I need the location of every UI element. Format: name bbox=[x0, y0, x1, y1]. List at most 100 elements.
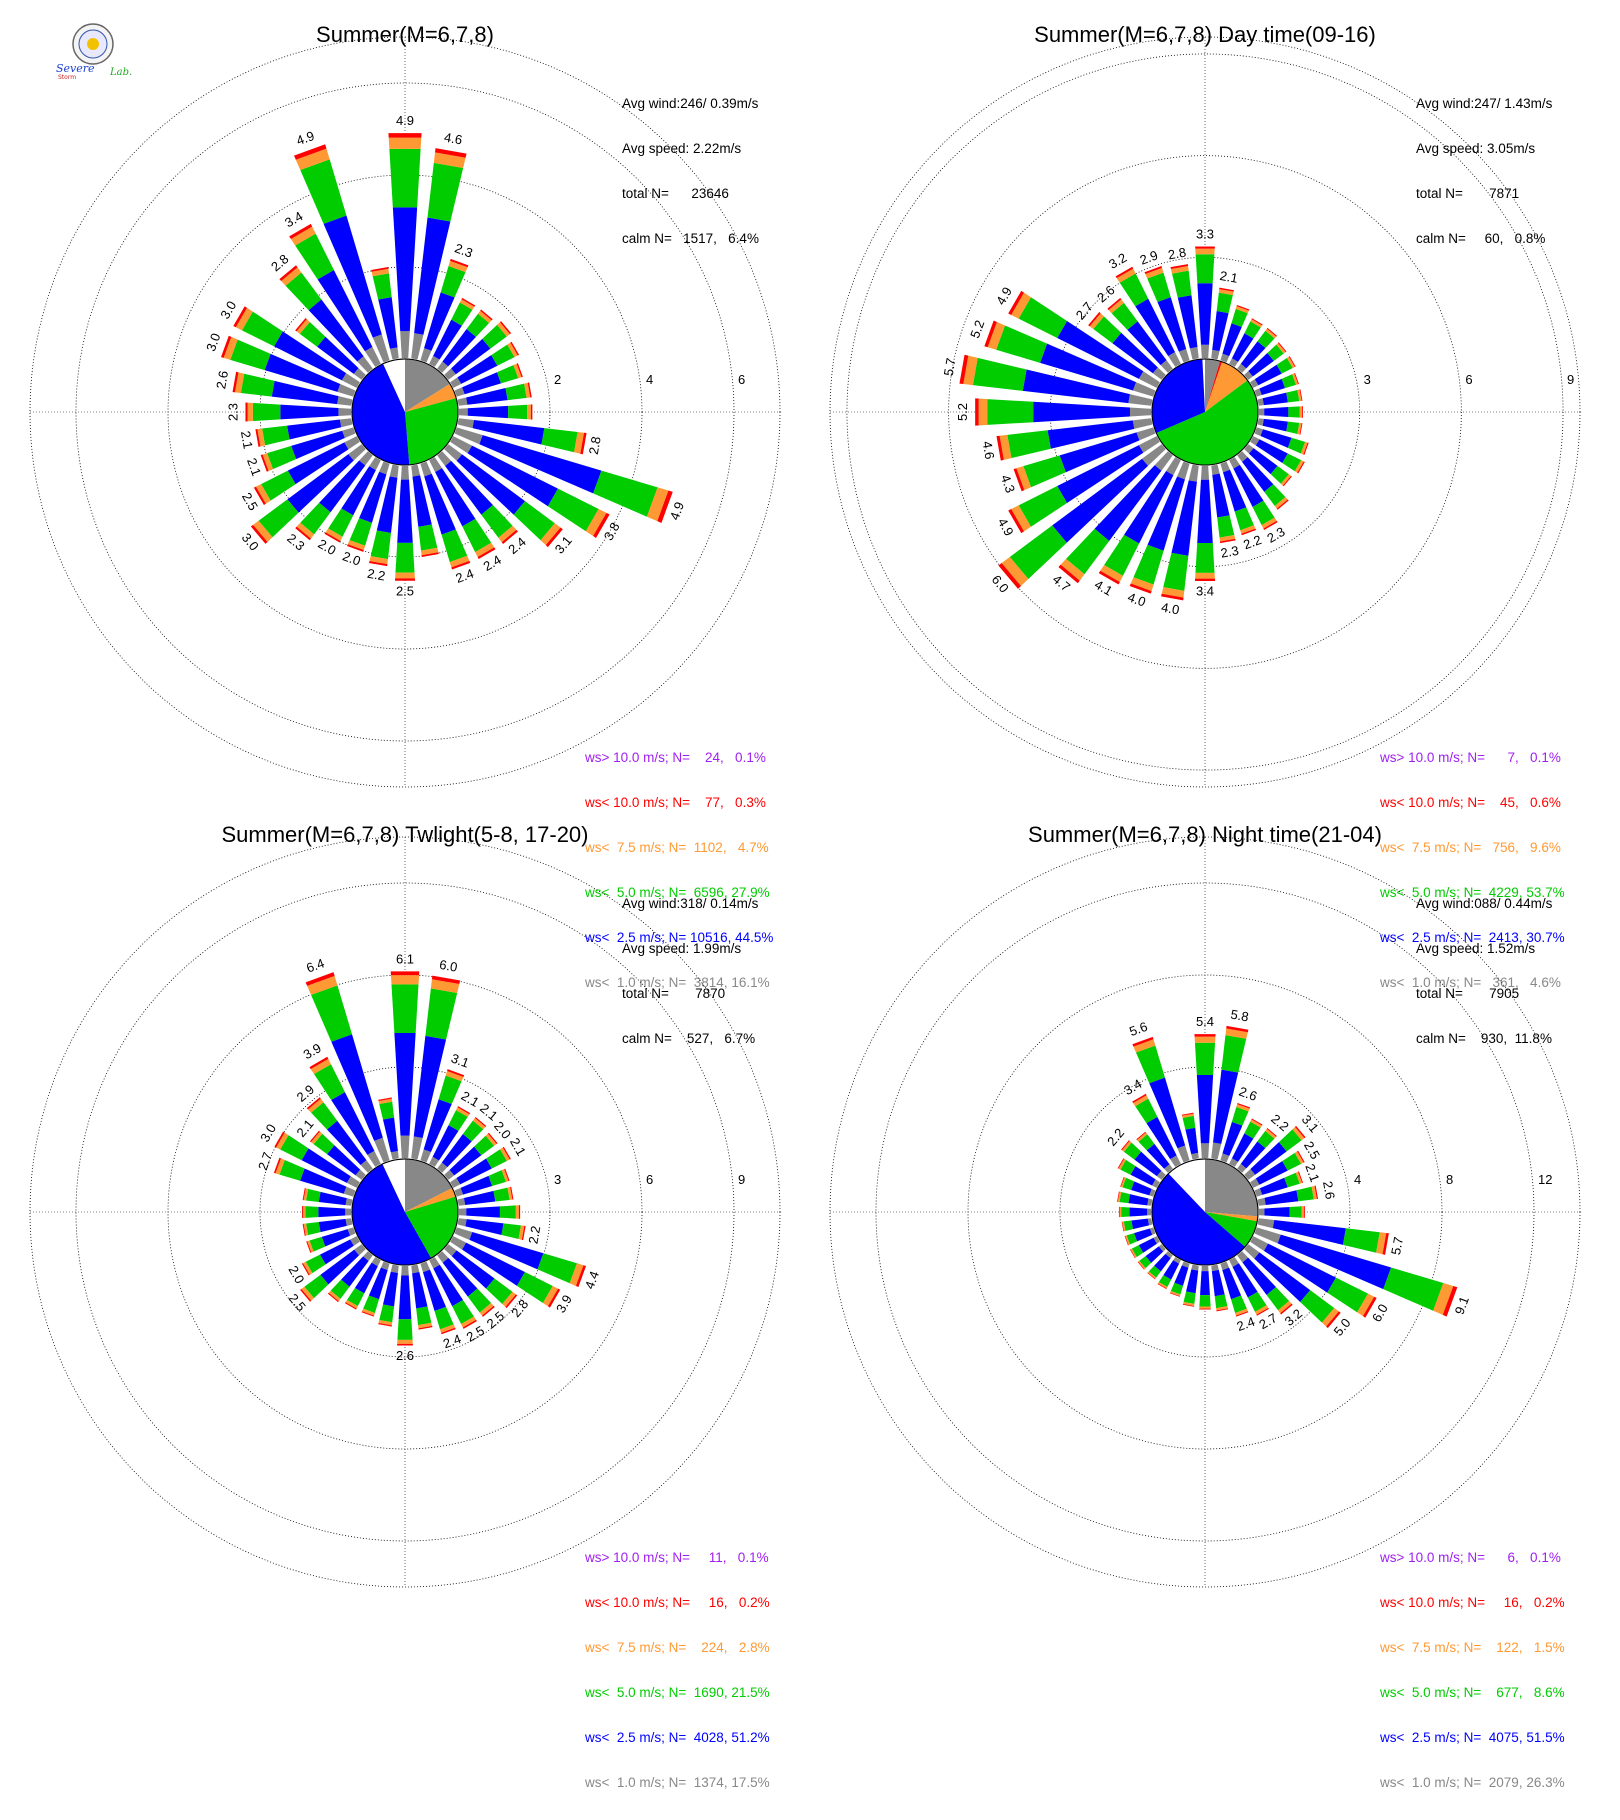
petal-segment bbox=[978, 398, 988, 426]
legend-item: ws< 5.0 m/s; N= 4229, 53.7% bbox=[1380, 885, 1565, 900]
petal-segment bbox=[1212, 473, 1230, 518]
petal-segment bbox=[1221, 1035, 1247, 1073]
petal-segment bbox=[392, 207, 418, 332]
petal-segment bbox=[361, 1311, 375, 1317]
petal-segment bbox=[437, 361, 449, 373]
petal-label: 2.1 bbox=[238, 430, 256, 450]
ring-label: 6 bbox=[646, 1172, 653, 1187]
petal-segment bbox=[250, 524, 268, 544]
petal-segment bbox=[438, 1075, 462, 1104]
petal-segment bbox=[530, 404, 533, 420]
petal-segment bbox=[1222, 1267, 1242, 1300]
petal-segment bbox=[1148, 1265, 1161, 1278]
petal-segment bbox=[469, 1232, 544, 1270]
windrose-panel-twilight: 3 6 9 6.1 6.0 3.1 2.1 2.1 2.0 2.1 2.2 4.4 3.9 2.8 2.5 2… bbox=[0, 800, 810, 1790]
petal-label: 2.5 bbox=[396, 583, 414, 598]
petal-segment bbox=[1261, 517, 1277, 529]
petal-segment bbox=[987, 399, 1034, 425]
petal-segment bbox=[1196, 1075, 1214, 1144]
petal-270 bbox=[1118, 1206, 1152, 1218]
petal-segment bbox=[1230, 1295, 1247, 1313]
petal-label: 3.1 bbox=[1299, 1112, 1322, 1135]
petal-segment bbox=[488, 1170, 506, 1187]
petal-segment bbox=[450, 436, 473, 454]
petal-240: 4.9 bbox=[995, 436, 1160, 539]
ring-label: 6 bbox=[1465, 372, 1472, 387]
petal-0: 3.3 bbox=[1195, 227, 1215, 359]
petal-label: 5.8 bbox=[1229, 1007, 1249, 1025]
petal-290: 2.7 bbox=[255, 1150, 356, 1197]
legend-item: ws< 5.0 m/s; N= 6596, 27.9% bbox=[585, 885, 770, 900]
petal-segment bbox=[342, 427, 356, 439]
petal-segment bbox=[378, 1097, 392, 1101]
petal-segment bbox=[306, 1241, 312, 1253]
petal-segment bbox=[1183, 1291, 1196, 1304]
petal-260: 4.6 bbox=[980, 418, 1153, 461]
petal-segment bbox=[255, 484, 271, 504]
petal-segment bbox=[391, 984, 419, 1033]
petal-segment bbox=[1059, 432, 1140, 473]
ring-label: 4 bbox=[646, 372, 653, 387]
petal-segment bbox=[1124, 471, 1174, 544]
petal-label: 9.1 bbox=[1452, 1294, 1472, 1316]
petal-segment bbox=[1123, 1142, 1142, 1160]
petal-label: 3.1 bbox=[449, 1050, 471, 1070]
petal-330: 3.4 bbox=[282, 208, 381, 367]
petal-segment bbox=[376, 476, 398, 533]
petal-segment bbox=[253, 520, 273, 543]
petal-segment bbox=[295, 318, 307, 332]
petal-segment bbox=[1131, 1181, 1152, 1196]
petal-segment bbox=[445, 460, 493, 515]
petal-segment bbox=[1157, 297, 1187, 352]
petal-segment bbox=[1282, 475, 1292, 487]
petal-segment bbox=[1127, 321, 1167, 366]
petal-segment bbox=[307, 1240, 314, 1253]
petal-segment bbox=[1219, 535, 1236, 542]
petal-segment bbox=[1244, 370, 1253, 380]
pie-slice bbox=[1205, 361, 1223, 412]
petal-segment bbox=[355, 1169, 366, 1180]
petal-segment bbox=[1129, 1249, 1136, 1259]
petal-190: 4.0 bbox=[1160, 464, 1199, 617]
petal-260 bbox=[302, 1218, 353, 1236]
petal-segment bbox=[442, 1257, 478, 1297]
petal-segment bbox=[1237, 1102, 1251, 1109]
petal-segment bbox=[1182, 1303, 1195, 1307]
petal-segment bbox=[465, 1219, 504, 1235]
petal-segment bbox=[1250, 1119, 1263, 1128]
petal-segment bbox=[1094, 465, 1162, 542]
petal-label: 2.6 bbox=[1094, 282, 1117, 305]
petal-segment bbox=[448, 260, 468, 273]
petal-340: 5.6 bbox=[1127, 1019, 1190, 1163]
petal-segment bbox=[1181, 1261, 1190, 1268]
petal-segment bbox=[1195, 542, 1215, 573]
petal-segment bbox=[1130, 1248, 1137, 1258]
petal-segment bbox=[425, 988, 458, 1040]
petal-segment bbox=[395, 572, 415, 579]
petal-segment bbox=[1168, 352, 1181, 367]
petal-segment bbox=[317, 270, 373, 352]
petal-200 bbox=[361, 1261, 390, 1317]
petal-segment bbox=[1023, 455, 1066, 488]
petal-segment bbox=[369, 561, 388, 567]
petal-segment bbox=[1213, 1069, 1239, 1144]
petal-segment bbox=[1244, 1244, 1260, 1259]
petal-segment bbox=[1122, 1177, 1135, 1190]
petal-label: 5.2 bbox=[955, 403, 970, 421]
petal-label: 2.2 bbox=[525, 1225, 543, 1245]
petal-segment bbox=[507, 342, 518, 358]
petal-segment bbox=[1199, 1308, 1211, 1310]
petal-segment bbox=[575, 1265, 587, 1288]
petal-segment bbox=[1300, 441, 1308, 455]
petal-segment bbox=[338, 408, 352, 416]
petal-segment bbox=[394, 1032, 416, 1136]
petal-segment bbox=[276, 1132, 289, 1150]
petal-segment bbox=[491, 344, 515, 366]
petal-segment bbox=[304, 1274, 329, 1299]
petal-segment bbox=[341, 373, 360, 388]
petal-segment bbox=[400, 331, 410, 359]
petal-segment bbox=[389, 347, 399, 360]
petal-segment bbox=[431, 975, 461, 985]
petal-segment bbox=[1250, 319, 1263, 328]
petal-segment bbox=[1222, 1121, 1243, 1156]
